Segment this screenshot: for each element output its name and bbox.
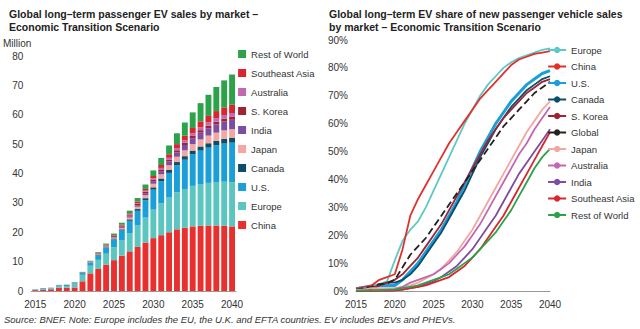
svg-text:Global long–term passenger EV: Global long–term passenger EV sales by m… (9, 8, 258, 20)
svg-text:50%: 50% (328, 146, 348, 157)
svg-text:40%: 40% (328, 174, 348, 185)
svg-text:2030: 2030 (461, 299, 484, 310)
svg-text:80%: 80% (328, 62, 348, 73)
svg-text:S. Korea: S. Korea (571, 111, 609, 122)
svg-text:Canada: Canada (251, 163, 285, 174)
svg-text:U.S.: U.S. (571, 78, 589, 89)
svg-text:India: India (251, 125, 272, 136)
svg-text:2025: 2025 (422, 299, 445, 310)
html-text:Source: BNEF. Note: Europe inc: Source: BNEF. Note: Europe includes the … (4, 314, 456, 325)
svg-text:50: 50 (12, 139, 24, 150)
svg-text:Australia: Australia (251, 87, 289, 98)
svg-text:20: 20 (12, 227, 24, 238)
svg-text:Australia: Australia (571, 160, 609, 171)
svg-text:60%: 60% (328, 118, 348, 129)
svg-text:China: China (251, 220, 277, 231)
svg-text:90%: 90% (328, 35, 348, 46)
svg-text:by market – Economic Transitio: by market – Economic Transition Scenario (329, 21, 541, 33)
svg-text:2040: 2040 (221, 299, 244, 310)
svg-text:Economic Transition Scenario: Economic Transition Scenario (9, 21, 160, 33)
svg-text:2020: 2020 (384, 299, 407, 310)
svg-text:2020: 2020 (64, 299, 87, 310)
svg-text:Rest of World: Rest of World (251, 49, 308, 60)
svg-text:0%: 0% (334, 286, 349, 297)
svg-text:Southeast Asia: Southeast Asia (251, 68, 315, 79)
svg-text:2035: 2035 (500, 299, 523, 310)
svg-text:30%: 30% (328, 202, 348, 213)
svg-text:Europe: Europe (251, 201, 282, 212)
svg-text:30: 30 (12, 197, 24, 208)
svg-text:India: India (571, 177, 592, 188)
svg-text:60: 60 (12, 109, 24, 120)
svg-text:Europe: Europe (571, 45, 602, 56)
svg-text:China: China (571, 61, 597, 72)
svg-text:Rest of World: Rest of World (571, 210, 628, 221)
svg-text:2030: 2030 (142, 299, 165, 310)
svg-text:Southeast Asia: Southeast Asia (571, 193, 635, 204)
svg-text:Global long–term EV share of n: Global long–term EV share of new passeng… (329, 8, 623, 20)
svg-text:2040: 2040 (539, 299, 562, 310)
svg-text:10: 10 (12, 256, 24, 267)
svg-text:80: 80 (12, 51, 24, 62)
svg-text:70: 70 (12, 80, 24, 91)
svg-text:2015: 2015 (345, 299, 368, 310)
svg-text:20%: 20% (328, 230, 348, 241)
svg-text:Japan: Japan (251, 144, 277, 155)
svg-text:2025: 2025 (103, 299, 126, 310)
svg-text:Million: Million (3, 38, 31, 49)
svg-text:40: 40 (12, 168, 24, 179)
svg-text:Global: Global (571, 127, 598, 138)
svg-text:Canada: Canada (571, 94, 605, 105)
svg-text:2015: 2015 (24, 299, 47, 310)
svg-text:0: 0 (18, 286, 24, 297)
svg-text:2035: 2035 (182, 299, 205, 310)
svg-text:70%: 70% (328, 90, 348, 101)
svg-text:S. Korea: S. Korea (251, 106, 289, 117)
svg-text:10%: 10% (328, 258, 348, 269)
svg-text:Japan: Japan (571, 144, 597, 155)
svg-text:U.S.: U.S. (251, 182, 269, 193)
